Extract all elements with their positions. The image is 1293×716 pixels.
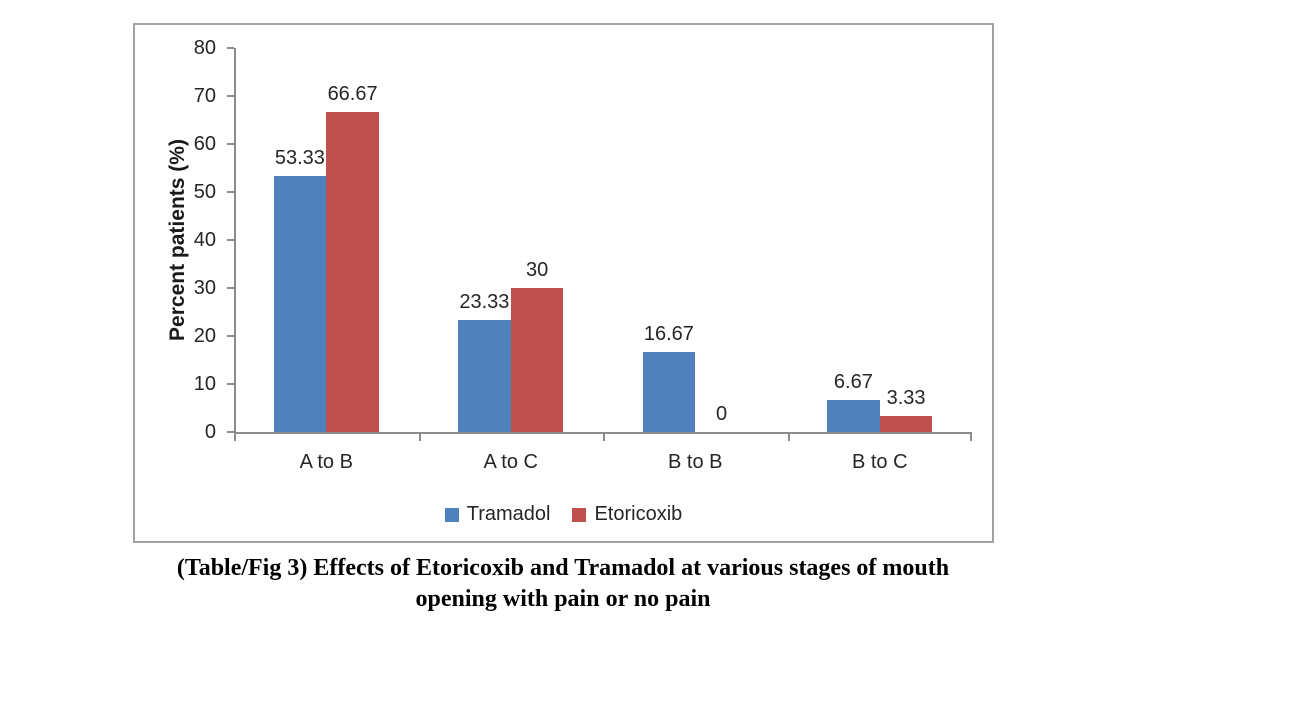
chart-legend: Tramadol Etoricoxib [135, 503, 992, 526]
bar-tramadol-b-to-c [827, 400, 880, 432]
data-label-etoricoxib-a-to-c: 30 [525, 259, 549, 281]
legend-swatch-tramadol [444, 507, 459, 522]
legend-label-tramadol: Tramadol [466, 503, 551, 525]
x-category-label: A to C [483, 451, 538, 473]
x-category-label: B to B [668, 451, 723, 473]
x-category-label: B to C [851, 451, 908, 473]
x-tick-mark [234, 434, 236, 441]
bar-etoricoxib-b-to-c [879, 416, 933, 432]
legend-item-etoricoxib: Etoricoxib [572, 503, 682, 526]
y-tick-label: 20 [193, 325, 216, 347]
y-tick-label: 10 [193, 373, 216, 395]
x-tick-mark [787, 434, 790, 441]
bar-tramadol-a-to-b [273, 176, 327, 432]
legend-item-tramadol: Tramadol [444, 503, 551, 526]
bar-tramadol-a-to-c [458, 320, 511, 432]
y-tick-mark [227, 335, 234, 337]
y-tick-label: 50 [193, 181, 216, 203]
x-tick-mark [970, 434, 972, 441]
figure-caption: (Table/Fig 3) Effects of Etoricoxib and … [0, 553, 1126, 615]
y-tick-mark [227, 239, 234, 241]
data-label-etoricoxib-b-to-b: 0 [716, 403, 728, 425]
y-tick-label: 60 [193, 133, 216, 155]
y-tick-mark [227, 47, 234, 49]
y-axis-line [234, 48, 236, 434]
x-category-label: A to B [299, 451, 353, 473]
x-tick-mark [603, 434, 605, 441]
bar-etoricoxib-a-to-c [510, 288, 564, 432]
legend-swatch-etoricoxib [572, 507, 587, 522]
chart-frame: Percent patients (%) 0 10 20 30 40 50 60 70 80 A … [133, 23, 994, 543]
data-label-etoricoxib-a-to-b: 66.67 [327, 83, 378, 105]
data-label-etoricoxib-b-to-c: 3.33 [886, 387, 926, 409]
x-tick-mark [418, 434, 421, 441]
data-label-tramadol-b-to-b: 16.67 [643, 323, 694, 345]
y-tick-label: 80 [193, 37, 216, 59]
data-label-tramadol-a-to-c: 23.33 [459, 291, 510, 313]
y-tick-mark [227, 287, 234, 289]
bar-tramadol-b-to-b [642, 352, 696, 432]
bar-etoricoxib-a-to-b [326, 112, 379, 432]
y-tick-mark [227, 383, 234, 385]
y-tick-mark [227, 431, 234, 433]
y-tick-label: 0 [204, 421, 216, 443]
legend-label-etoricoxib: Etoricoxib [594, 503, 683, 525]
caption-line-2: opening with pain or no pain [415, 586, 711, 612]
x-axis-line [234, 432, 972, 434]
y-tick-label: 30 [193, 277, 216, 299]
y-tick-mark [227, 143, 234, 145]
data-label-tramadol-b-to-c: 6.67 [833, 371, 873, 393]
y-tick-mark [227, 191, 234, 193]
data-label-tramadol-a-to-b: 53.33 [274, 147, 325, 169]
y-tick-label: 70 [193, 85, 216, 107]
y-tick-label: 40 [193, 229, 216, 251]
caption-line-1: (Table/Fig 3) Effects of Etoricoxib and … [176, 555, 950, 581]
plot-area: 0 10 20 30 40 50 60 70 80 A to B A to C B to B B to … [194, 38, 972, 472]
y-tick-mark [227, 95, 234, 97]
